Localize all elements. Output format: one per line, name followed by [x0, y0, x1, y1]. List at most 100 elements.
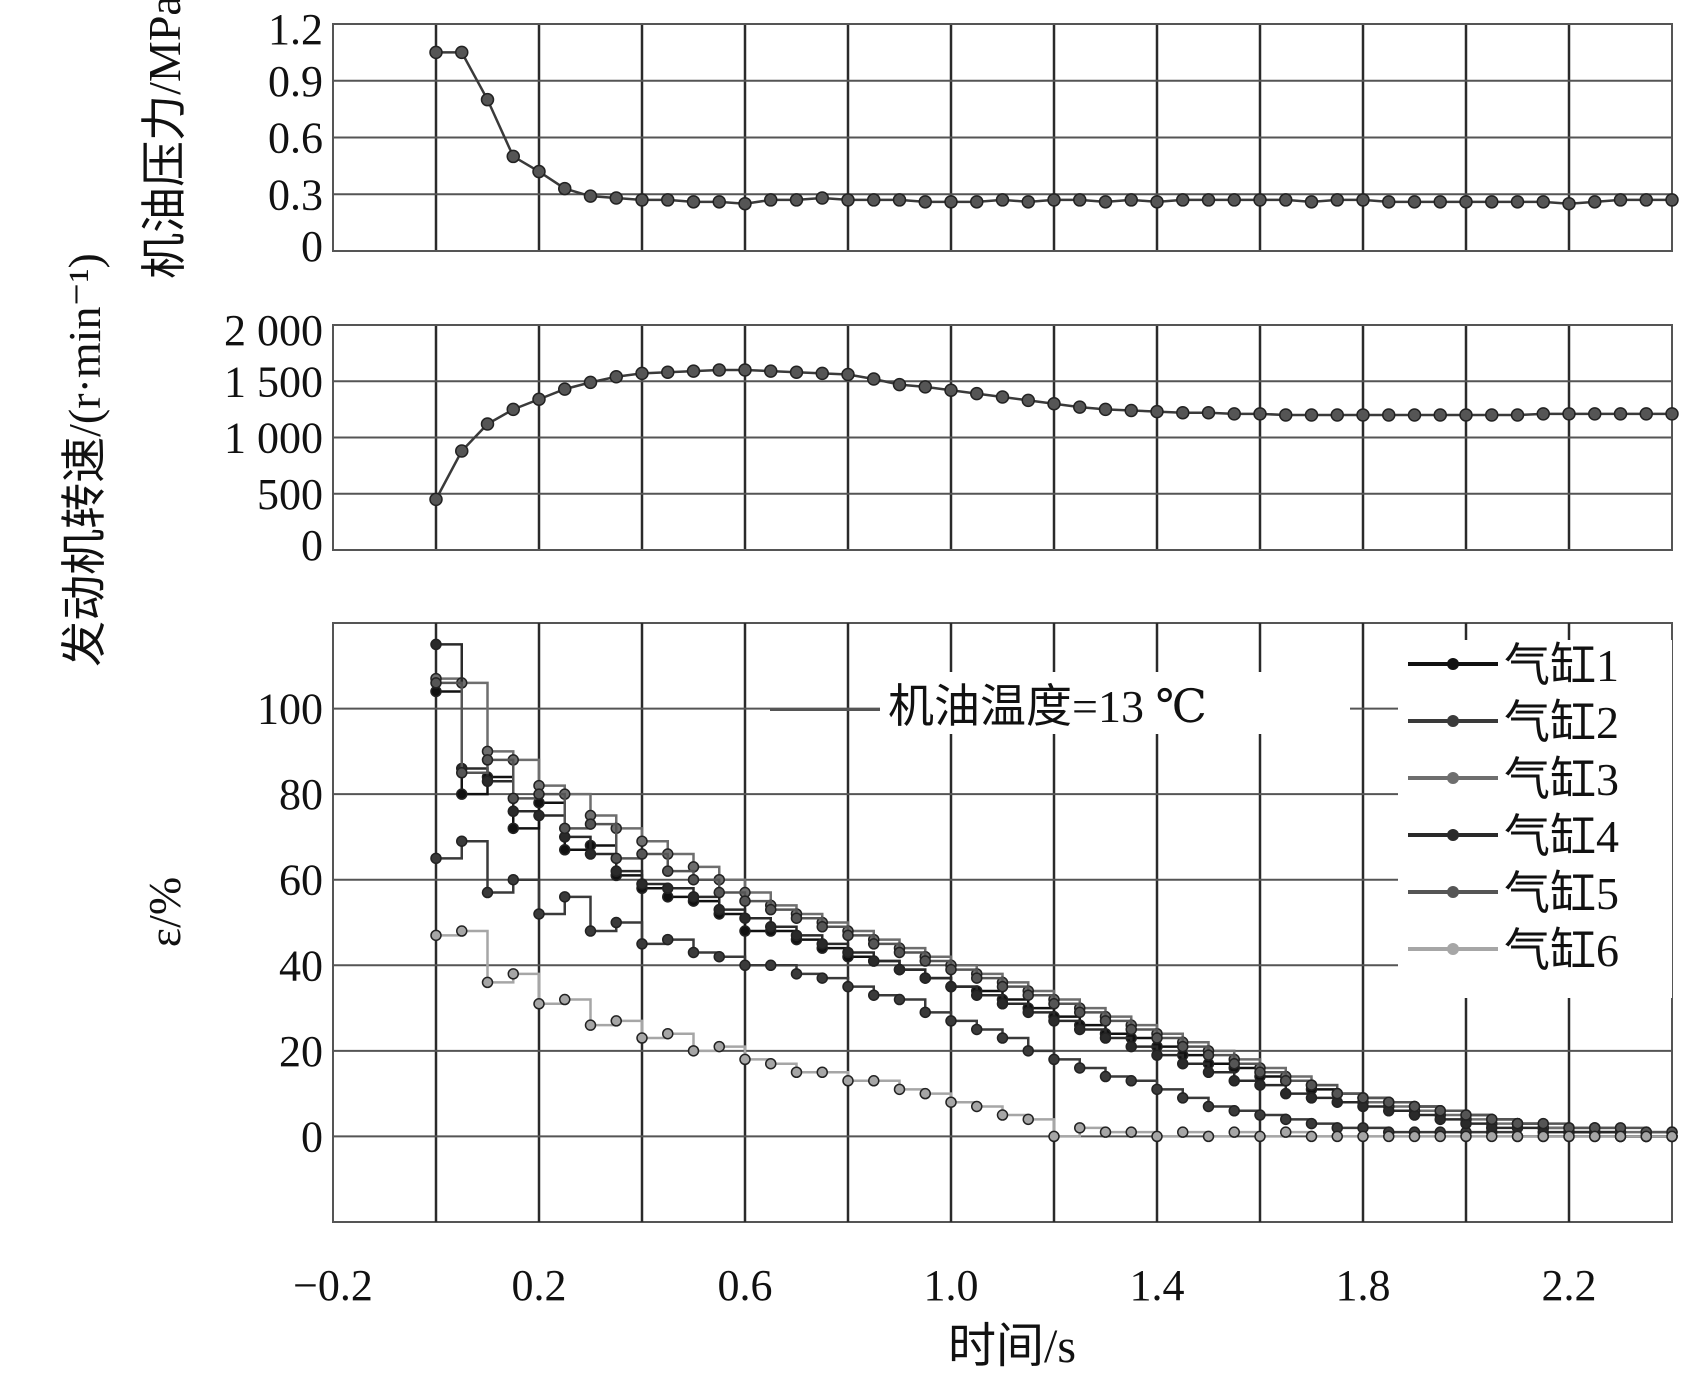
y-tick-label: 20 — [279, 1027, 323, 1076]
data-point — [456, 925, 468, 937]
data-point — [610, 865, 622, 877]
data-point — [816, 921, 828, 933]
data-point — [1383, 1130, 1395, 1143]
data-point — [764, 364, 778, 378]
data-point — [1304, 195, 1319, 209]
legend-item: 气缸6 — [1408, 925, 1619, 976]
x-tick-label: 0.2 — [512, 1261, 567, 1310]
data-point — [1433, 195, 1447, 209]
data-point — [1434, 1105, 1446, 1117]
data-point — [1125, 1023, 1137, 1036]
data-point — [558, 382, 572, 396]
y-tick-label: 0.3 — [268, 170, 323, 219]
series-气缸6 — [430, 925, 1678, 1143]
y-tick-label: 100 — [257, 685, 323, 734]
y-axis-label-oil-pressure: 机油压力/MPa — [139, 0, 190, 279]
y-tick-label: 2 000 — [224, 306, 323, 355]
data-point — [1124, 193, 1138, 207]
data-point — [1613, 193, 1628, 207]
data-point — [1460, 1130, 1472, 1143]
data-point — [430, 677, 442, 689]
data-point — [765, 921, 777, 933]
y-tick-label: 1 500 — [224, 357, 323, 406]
data-point — [893, 993, 906, 1006]
data-point — [635, 193, 649, 207]
data-point — [481, 754, 494, 766]
data-point — [1202, 1066, 1215, 1078]
data-point — [1460, 1109, 1472, 1121]
data-point — [1228, 1075, 1240, 1087]
data-point — [816, 972, 828, 984]
data-point — [1151, 1083, 1163, 1096]
data-point — [996, 980, 1009, 993]
data-point — [687, 873, 700, 886]
y-tick-label: 1.2 — [268, 5, 323, 54]
data-point — [1048, 1130, 1060, 1143]
data-point — [1254, 1109, 1266, 1121]
data-point — [584, 818, 597, 830]
data-point — [1639, 193, 1653, 207]
data-point — [686, 195, 701, 209]
data-point — [1639, 407, 1653, 421]
data-point — [687, 1045, 700, 1057]
y-tick-label: 0 — [301, 222, 323, 271]
data-point — [558, 181, 572, 196]
data-point — [1228, 1057, 1240, 1070]
data-point — [1510, 195, 1525, 209]
y-tick-label: 60 — [279, 856, 323, 905]
data-point — [636, 1032, 648, 1044]
data-point — [1125, 1126, 1137, 1138]
data-point — [1563, 1130, 1575, 1143]
data-point — [533, 908, 545, 920]
data-point — [1305, 1130, 1318, 1143]
data-point — [1382, 408, 1396, 422]
data-point — [610, 916, 622, 929]
data-point — [584, 925, 597, 937]
y-axis-label-engine-speed: 发动机转速/(r·min⁻¹) — [59, 253, 110, 667]
data-point — [1099, 1032, 1112, 1044]
data-point — [713, 950, 725, 963]
x-tick-label: −0.2 — [293, 1261, 373, 1310]
data-point — [739, 959, 751, 972]
data-point — [1588, 195, 1602, 209]
data-point — [1176, 406, 1190, 420]
data-point — [1383, 1096, 1395, 1108]
data-point — [609, 370, 623, 384]
data-point — [584, 848, 597, 860]
data-point — [739, 1053, 751, 1066]
data-point — [559, 993, 571, 1006]
data-point — [1074, 1023, 1086, 1036]
data-point — [996, 1109, 1009, 1121]
legend: 气缸1 气缸2 气缸3 气缸4 气缸5 气缸6 — [1398, 640, 1672, 998]
data-point — [430, 852, 442, 865]
data-point — [429, 45, 443, 60]
data-point — [1356, 193, 1370, 207]
data-point — [1022, 1006, 1034, 1019]
data-point — [507, 873, 519, 886]
data-point — [892, 193, 907, 207]
data-point — [918, 380, 932, 394]
data-point — [1640, 1130, 1652, 1143]
data-point — [1280, 1113, 1292, 1126]
data-point — [919, 972, 931, 984]
data-point — [636, 938, 648, 950]
data-point — [739, 925, 751, 937]
data-point — [789, 193, 804, 207]
y-tick-label: 0 — [301, 521, 323, 570]
data-point — [1151, 1130, 1163, 1143]
data-point — [1665, 193, 1679, 207]
panel-3: 0 20 40 60 80 100 −0.2 0.2 0.6 1.0 1.4 1.8 2.2 机油温度=1… — [257, 622, 1678, 1310]
data-point — [971, 989, 983, 1001]
data-point — [1330, 408, 1344, 422]
data-point — [1357, 1092, 1369, 1104]
data-point — [1511, 1117, 1524, 1130]
data-point — [1408, 1100, 1421, 1113]
data-point — [971, 1100, 983, 1113]
data-point — [1254, 1079, 1266, 1091]
data-point — [738, 196, 752, 211]
data-point — [995, 193, 1010, 207]
data-point — [455, 444, 469, 458]
data-point — [1098, 402, 1113, 417]
y-tick-label: 80 — [279, 770, 323, 819]
